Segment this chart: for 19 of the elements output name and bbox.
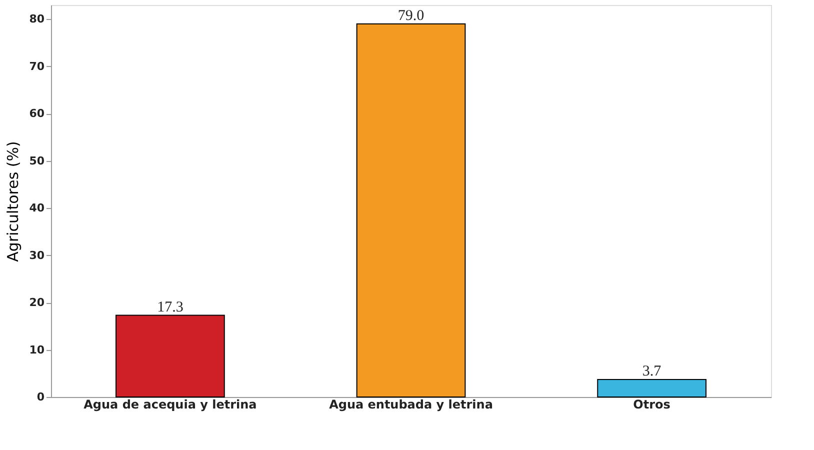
y-tick-label: 0	[36, 390, 45, 404]
y-axis-title: Agricultores (%)	[4, 141, 22, 262]
y-tick-label: 10	[29, 343, 45, 356]
bar	[116, 314, 225, 398]
bar	[356, 23, 466, 398]
data-label: 3.7	[642, 364, 662, 380]
y-tick-label: 70	[29, 60, 45, 73]
x-tick-label: Otros	[633, 398, 670, 412]
y-tick-label: 60	[29, 107, 45, 120]
data-label: 17.3	[157, 299, 184, 316]
y-tick-label: 20	[29, 296, 45, 310]
y-tick-label: 30	[29, 248, 45, 262]
data-label: 79.0	[398, 8, 424, 24]
y-tick-label: 50	[29, 154, 45, 168]
y-tick-label: 80	[29, 12, 45, 26]
x-tick-label: Agua de acequia y letrina	[84, 398, 257, 412]
x-tick-label: Agua entubada y letrina	[329, 398, 493, 412]
y-tick-label: 40	[29, 202, 45, 215]
bar	[597, 379, 706, 398]
